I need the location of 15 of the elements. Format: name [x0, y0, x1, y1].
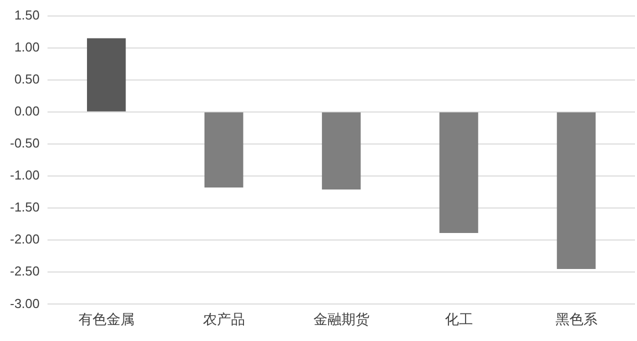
x-tick-label: 有色金属 — [78, 312, 134, 328]
y-tick-label: 1.00 — [14, 39, 40, 54]
y-tick-label: -0.50 — [10, 136, 40, 151]
y-tick-label: -1.00 — [10, 168, 40, 183]
y-tick-label: 0.50 — [14, 71, 40, 86]
y-tick-label: -1.50 — [10, 200, 40, 215]
x-tick-label: 金融期货 — [313, 312, 370, 328]
y-tick-label: -2.00 — [10, 232, 40, 247]
x-tick-label: 农产品 — [202, 312, 245, 328]
y-tick-label: -3.00 — [10, 296, 40, 311]
x-tick-label: 化工 — [444, 312, 473, 328]
y-tick-label: 0.00 — [14, 104, 40, 119]
x-tick-label: 黑色系 — [555, 312, 598, 328]
y-tick-label: -2.50 — [10, 264, 40, 279]
y-tick-label: 1.50 — [14, 7, 40, 22]
